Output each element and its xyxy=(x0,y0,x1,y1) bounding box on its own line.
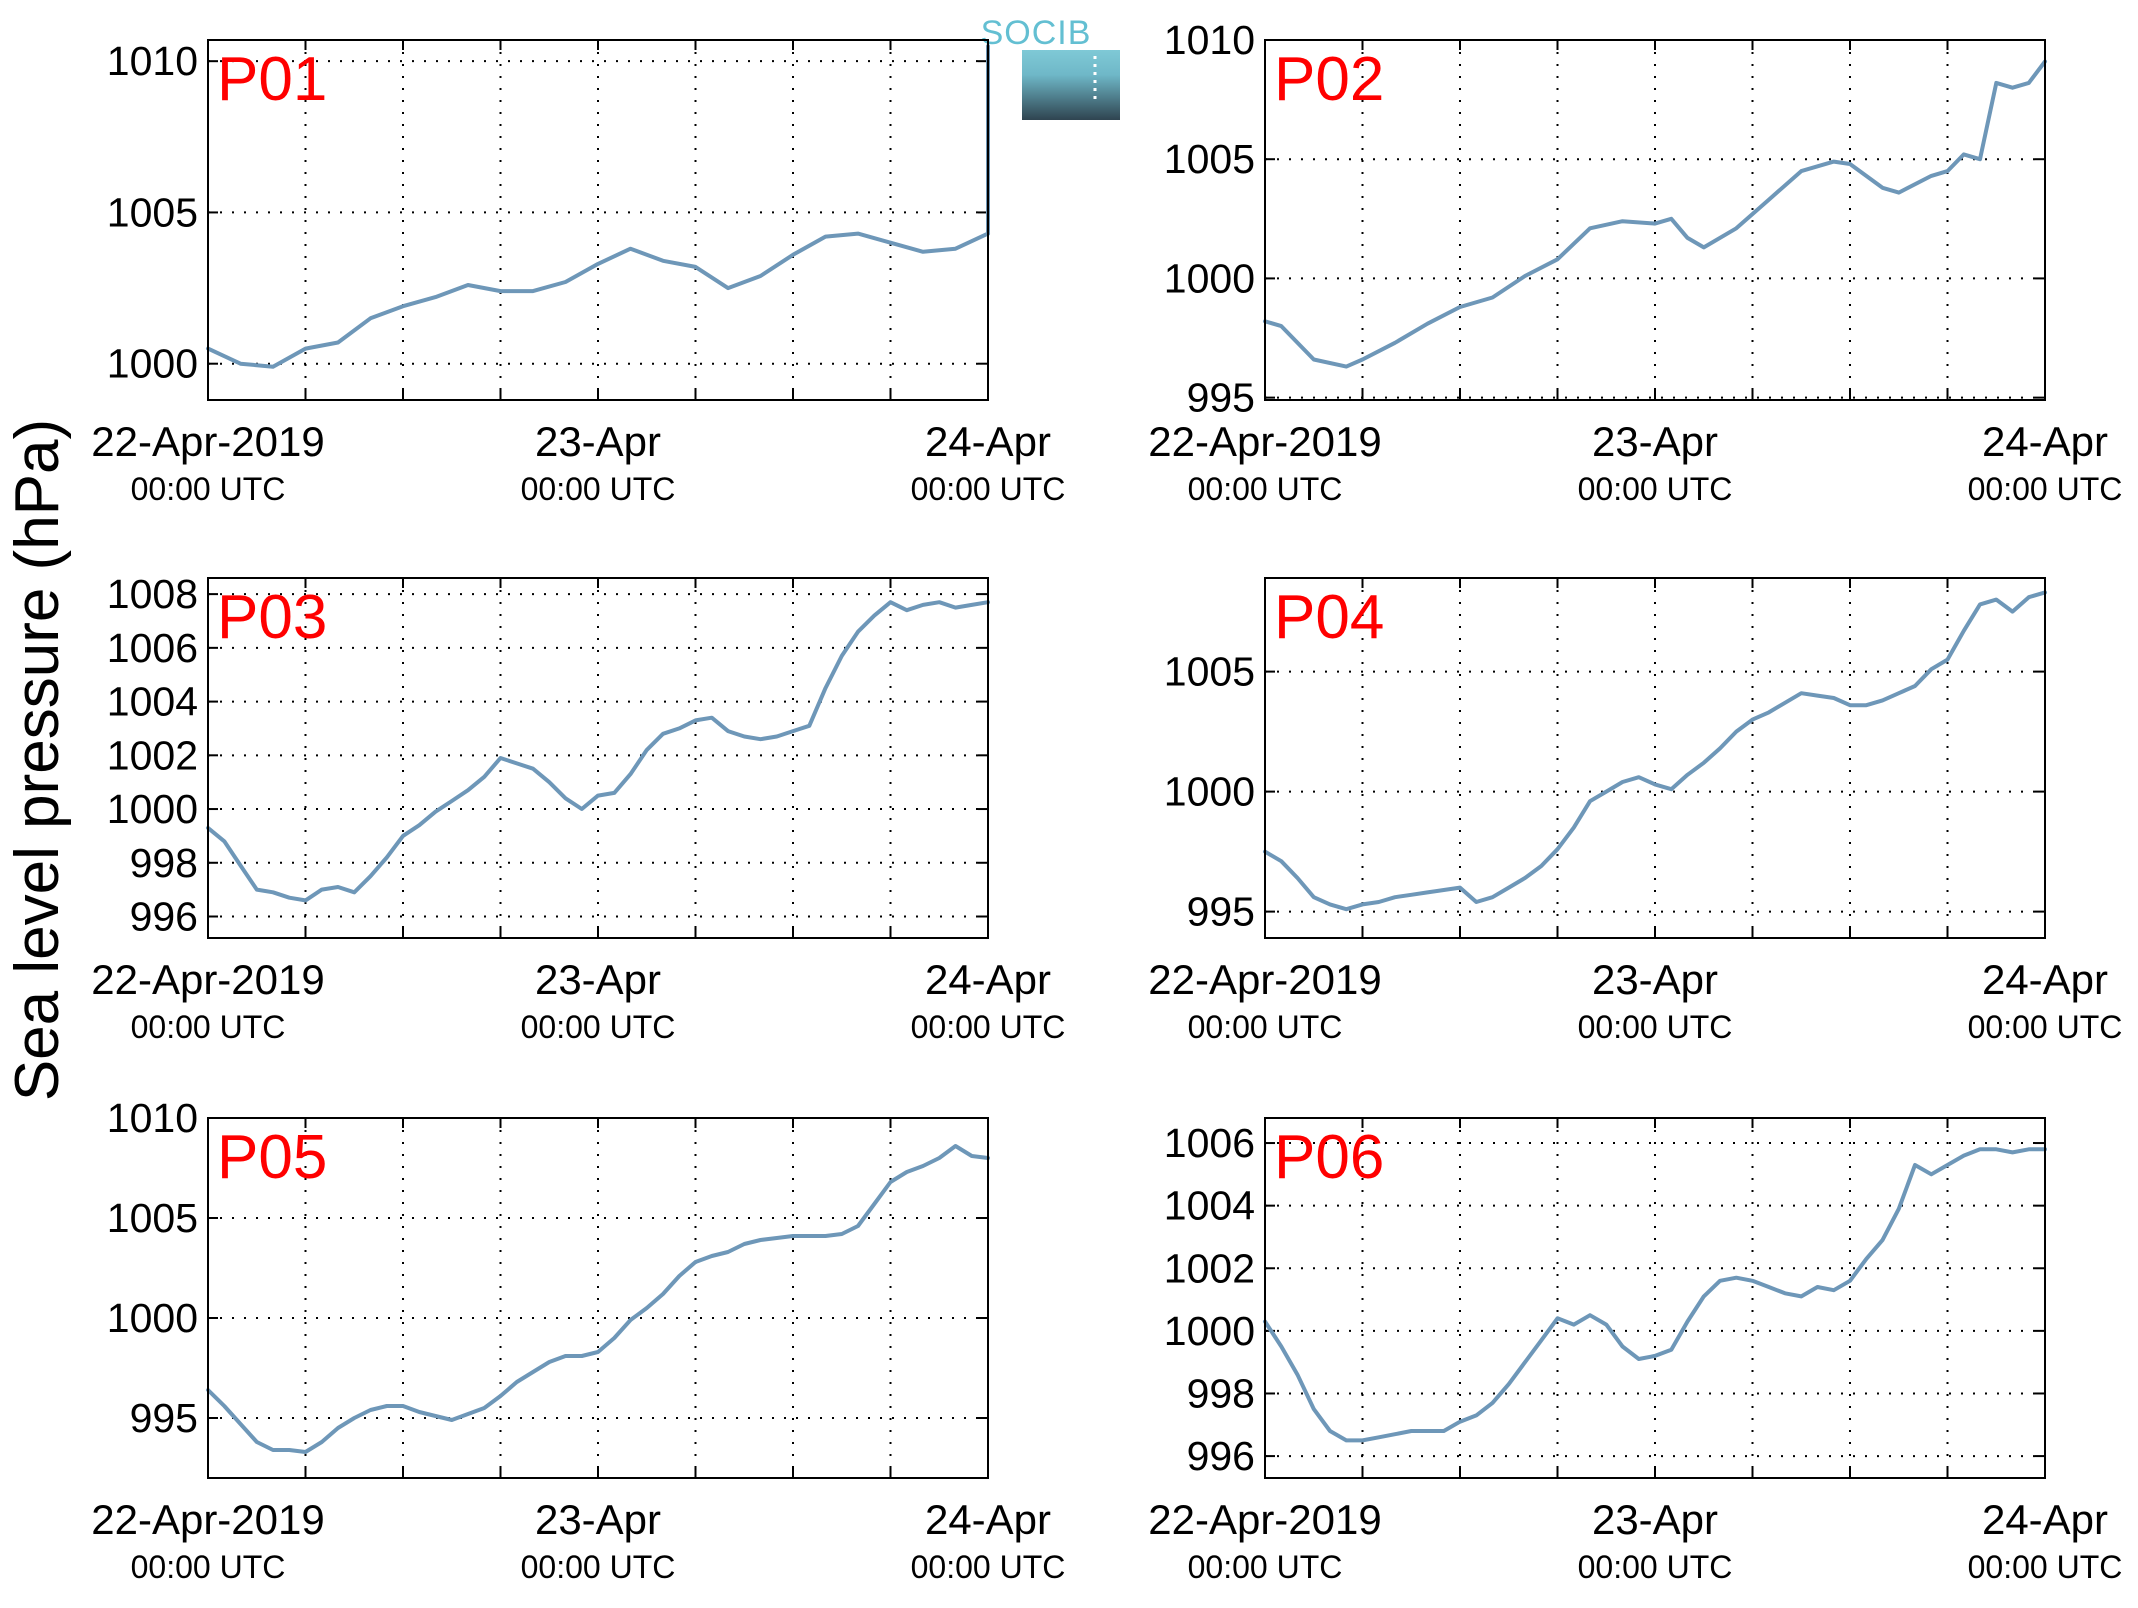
y-tick-label: 996 xyxy=(1187,1433,1255,1479)
x-tick-sublabel: 00:00 UTC xyxy=(131,1549,286,1585)
pressure-series-line xyxy=(206,600,990,903)
y-tick-label: 1002 xyxy=(1164,1245,1255,1291)
panel-label: P04 xyxy=(1274,583,1384,652)
y-tick-label: 1000 xyxy=(107,341,198,387)
chart-panel-2: 995 1000 1005 1010 22-Apr-2019 00:00 UTC 23-Ap… xyxy=(1148,17,2122,507)
chart-panel-1: 1000 1005 1010 22-Apr-2019 00:00 UTC 23-Apr 00… xyxy=(91,38,1065,507)
plot-frame xyxy=(207,577,989,939)
x-tick-sublabel: 00:00 UTC xyxy=(1578,1009,1733,1045)
x-tick-label: 22-Apr-2019 xyxy=(91,418,324,465)
x-tick-sublabel: 00:00 UTC xyxy=(911,1549,1066,1585)
y-axis-title: Sea level pressure (hPa) xyxy=(3,419,72,1101)
y-tick-label: 1010 xyxy=(107,1095,198,1141)
x-tick-sublabel: 00:00 UTC xyxy=(521,1549,676,1585)
x-tick-label: 24-Apr xyxy=(925,418,1051,465)
x-tick-label: 22-Apr-2019 xyxy=(1148,956,1381,1003)
chart-panel-5: 995 1000 1005 1010 22-Apr-2019 00:00 UTC 23-Ap… xyxy=(91,1095,1065,1585)
x-tick-label: 24-Apr xyxy=(1982,418,2108,465)
y-tick-label: 1006 xyxy=(1164,1120,1255,1166)
pressure-series-line xyxy=(1263,590,2047,912)
panel-label: P03 xyxy=(217,583,327,652)
x-tick-label: 23-Apr xyxy=(535,418,661,465)
x-tick-sublabel: 00:00 UTC xyxy=(131,471,286,507)
x-tick-sublabel: 00:00 UTC xyxy=(131,1009,286,1045)
pressure-series-line xyxy=(206,1144,990,1454)
socib-logo-emblem xyxy=(1022,50,1120,120)
x-tick-label: 24-Apr xyxy=(1982,1496,2108,1543)
x-tick-label: 22-Apr-2019 xyxy=(91,1496,324,1543)
socib-logo-text: SOCIB xyxy=(981,14,1092,52)
y-tick-label: 1005 xyxy=(107,189,198,235)
pressure-series-line xyxy=(206,231,990,369)
x-tick-sublabel: 00:00 UTC xyxy=(1578,471,1733,507)
y-tick-label: 1005 xyxy=(107,1195,198,1241)
y-tick-label: 1005 xyxy=(1164,136,1255,182)
plot-frame xyxy=(1264,39,2046,401)
x-tick-label: 24-Apr xyxy=(925,956,1051,1003)
x-tick-label: 22-Apr-2019 xyxy=(1148,418,1381,465)
panel-label: P05 xyxy=(217,1123,327,1192)
y-tick-label: 996 xyxy=(130,894,198,940)
plot-frame xyxy=(207,1117,989,1479)
x-tick-label: 23-Apr xyxy=(535,1496,661,1543)
y-tick-label: 998 xyxy=(1187,1370,1255,1416)
x-tick-label: 23-Apr xyxy=(535,956,661,1003)
y-tick-label: 1000 xyxy=(1164,769,1255,815)
y-tick-label: 1008 xyxy=(107,571,198,617)
x-tick-sublabel: 00:00 UTC xyxy=(1188,471,1343,507)
x-tick-label: 23-Apr xyxy=(1592,956,1718,1003)
chart-panels: 1000 1005 1010 22-Apr-2019 00:00 UTC 23-Apr 00… xyxy=(91,17,2122,1585)
y-tick-label: 1010 xyxy=(1164,17,1255,63)
y-tick-label: 1010 xyxy=(107,38,198,84)
y-tick-label: 1000 xyxy=(1164,255,1255,301)
pressure-series-line xyxy=(1263,1147,2047,1443)
x-tick-sublabel: 00:00 UTC xyxy=(521,471,676,507)
panel-label: P02 xyxy=(1274,45,1384,114)
plot-frame xyxy=(1264,1117,2046,1479)
plot-frame xyxy=(1264,577,2046,939)
y-tick-label: 1000 xyxy=(107,1295,198,1341)
y-tick-label: 1000 xyxy=(1164,1308,1255,1354)
x-tick-sublabel: 00:00 UTC xyxy=(911,1009,1066,1045)
y-tick-label: 998 xyxy=(130,840,198,886)
x-tick-sublabel: 00:00 UTC xyxy=(911,471,1066,507)
x-tick-label: 24-Apr xyxy=(1982,956,2108,1003)
x-tick-sublabel: 00:00 UTC xyxy=(1968,1009,2123,1045)
y-tick-label: 1002 xyxy=(107,732,198,778)
plot-frame xyxy=(207,39,989,401)
y-tick-label: 1000 xyxy=(107,786,198,832)
panel-label: P06 xyxy=(1274,1123,1384,1192)
y-tick-label: 1006 xyxy=(107,625,198,671)
y-tick-label: 1005 xyxy=(1164,649,1255,695)
chart-panel-4: 995 1000 1005 22-Apr-2019 00:00 UTC 23-Apr 00:… xyxy=(1148,577,2123,1045)
x-tick-label: 22-Apr-2019 xyxy=(1148,1496,1381,1543)
pressure-series-line xyxy=(1263,59,2047,369)
x-tick-label: 24-Apr xyxy=(925,1496,1051,1543)
x-tick-label: 22-Apr-2019 xyxy=(91,956,324,1003)
x-tick-sublabel: 00:00 UTC xyxy=(521,1009,676,1045)
panel-label: P01 xyxy=(217,45,327,114)
x-tick-sublabel: 00:00 UTC xyxy=(1968,1549,2123,1585)
chart-panel-3: 996 998 1000 1002 1004 1006 1008 22-Apr-2019 00:… xyxy=(91,571,1065,1045)
y-tick-label: 995 xyxy=(130,1395,198,1441)
chart-panel-6: 996 998 1000 1002 1004 1006 22-Apr-2019 00:00 U… xyxy=(1148,1117,2123,1585)
x-tick-sublabel: 00:00 UTC xyxy=(1188,1549,1343,1585)
x-tick-label: 23-Apr xyxy=(1592,1496,1718,1543)
y-tick-label: 1004 xyxy=(1164,1183,1255,1229)
y-tick-label: 1004 xyxy=(107,679,198,725)
y-tick-label: 995 xyxy=(1187,889,1255,935)
x-tick-sublabel: 00:00 UTC xyxy=(1968,471,2123,507)
x-tick-label: 23-Apr xyxy=(1592,418,1718,465)
y-tick-label: 995 xyxy=(1187,375,1255,421)
x-tick-sublabel: 00:00 UTC xyxy=(1578,1549,1733,1585)
x-tick-sublabel: 00:00 UTC xyxy=(1188,1009,1343,1045)
socib-logo: SOCIB xyxy=(981,14,1120,120)
